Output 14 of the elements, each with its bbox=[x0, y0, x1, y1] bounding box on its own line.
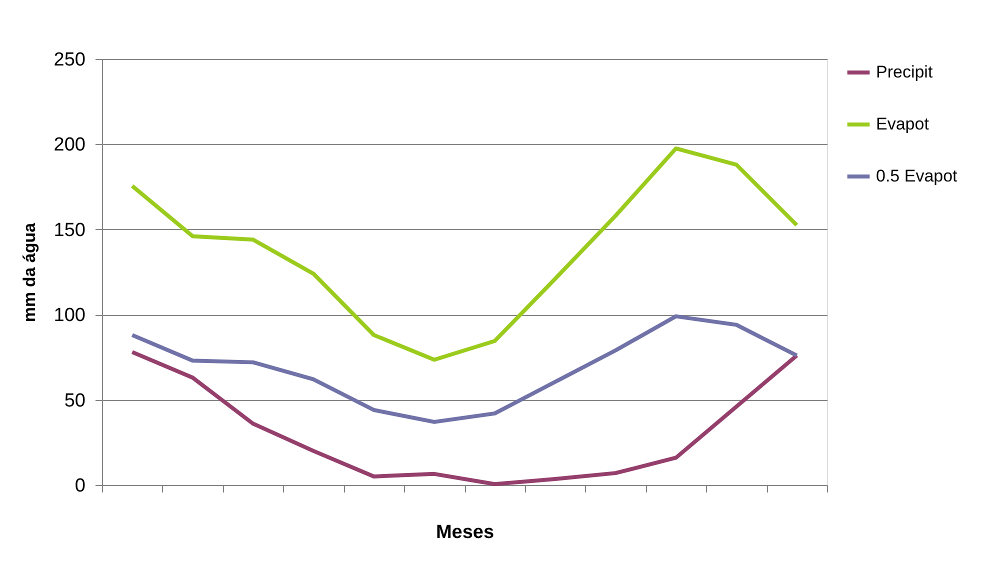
legend-label: Evapot bbox=[876, 114, 930, 134]
y-tick-label: 0 bbox=[74, 476, 86, 496]
y-tick-label: 50 bbox=[64, 390, 86, 412]
legend-label: 0.5 Evapot bbox=[876, 166, 958, 186]
x-axis-title: Meses bbox=[436, 522, 494, 543]
y-tick-label: 150 bbox=[54, 220, 86, 241]
line-series bbox=[130, 146, 799, 362]
y-tick-label: 200 bbox=[54, 134, 86, 156]
line-series bbox=[130, 314, 799, 424]
line-series bbox=[130, 350, 799, 486]
y-axis-title: mm da água bbox=[20, 222, 39, 322]
y-tick-label: 250 bbox=[54, 50, 86, 70]
legend-label: Precipit bbox=[876, 62, 933, 82]
y-tick-label: 100 bbox=[54, 305, 86, 326]
